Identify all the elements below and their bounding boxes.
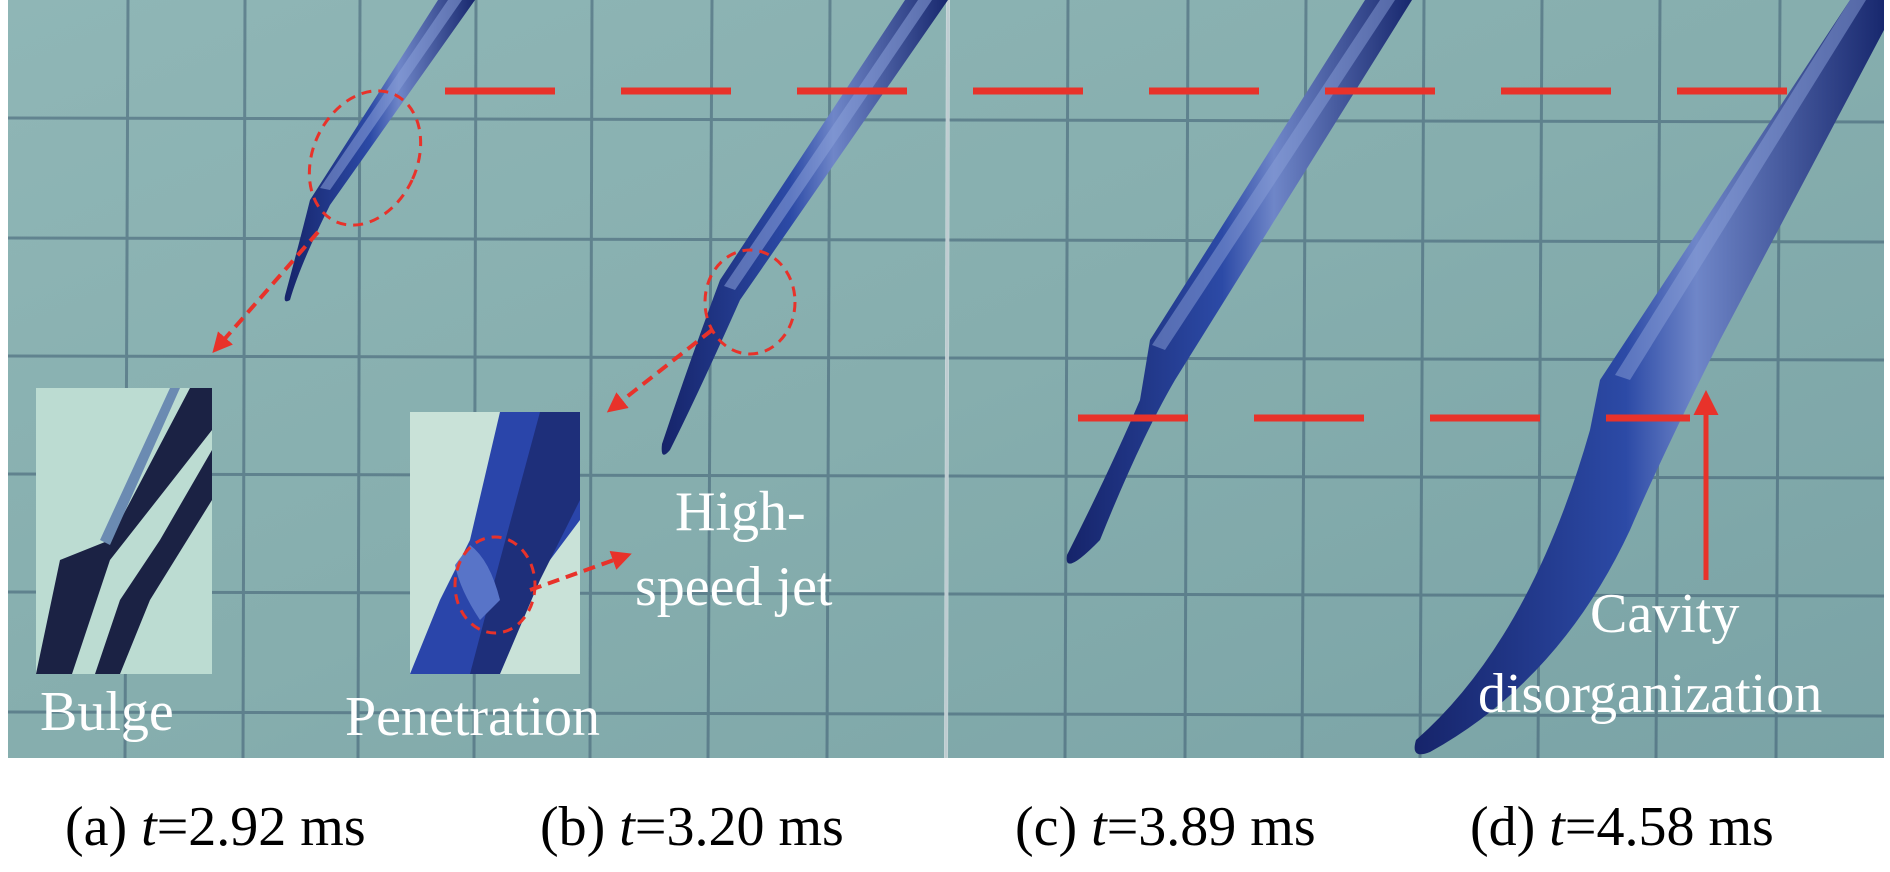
highlight-circle-inset: [453, 535, 537, 635]
label-cavity-line1: Cavity: [1590, 583, 1739, 645]
arrow-to-bulge-inset: [212, 230, 320, 354]
inset-bulge: [36, 388, 212, 674]
highlight-circle-a: [307, 89, 423, 227]
caption-d: (d) t=4.58 ms: [1470, 796, 1774, 858]
panel-divider: [944, 0, 950, 759]
cavity-d: [1414, 0, 1884, 755]
cavity-a: [284, 0, 475, 302]
label-high-speed-jet-line1: High-: [675, 481, 806, 543]
caption-a: (a) t=2.92 ms: [65, 796, 366, 858]
arrow-to-penetration-inset: [606, 328, 714, 413]
label-high-speed-jet-line2: speed jet: [635, 556, 833, 618]
label-bulge: Bulge: [40, 681, 174, 743]
cavity-b: [661, 0, 948, 455]
inset-penetration: [410, 412, 580, 674]
caption-c: (c) t=3.89 ms: [1015, 796, 1316, 858]
label-penetration: Penetration: [345, 686, 600, 748]
label-cavity-line2: disorganization: [1478, 663, 1822, 725]
highlight-circle-b: [703, 248, 797, 356]
arrow-to-high-speed-jet: [529, 550, 632, 592]
caption-b: (b) t=3.20 ms: [540, 796, 844, 858]
